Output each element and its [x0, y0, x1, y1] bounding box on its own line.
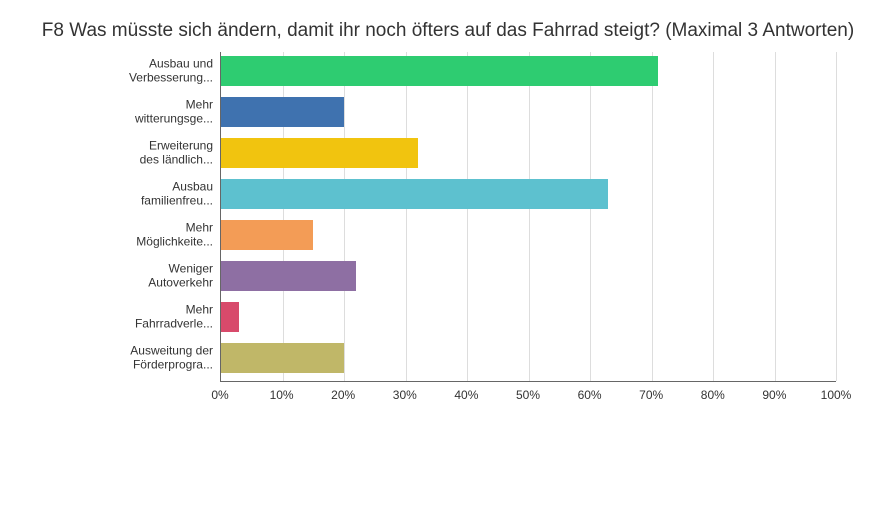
y-axis-label: MehrFahrradverle... — [11, 302, 221, 331]
bar-row — [221, 261, 356, 291]
grid-line — [775, 52, 776, 381]
bar-row — [221, 179, 608, 209]
bar-row — [221, 302, 239, 332]
x-axis-tick: 60% — [578, 388, 602, 402]
bar-row — [221, 220, 313, 250]
grid-line — [836, 52, 837, 381]
grid-line — [652, 52, 653, 381]
chart-title: F8 Was müsste sich ändern, damit ihr noc… — [0, 0, 896, 52]
bar-row — [221, 138, 418, 168]
x-axis-tick: 100% — [821, 388, 852, 402]
bar — [221, 302, 239, 332]
x-axis-tick: 30% — [393, 388, 417, 402]
x-axis-tick: 40% — [454, 388, 478, 402]
bar — [221, 261, 356, 291]
x-axis-tick: 50% — [516, 388, 540, 402]
x-axis-tick: 90% — [762, 388, 786, 402]
chart-area: Ausbau undVerbesserung...Mehrwitterungsg… — [220, 52, 836, 432]
bar-row — [221, 97, 344, 127]
x-axis-tick: 10% — [270, 388, 294, 402]
x-axis-tick: 70% — [639, 388, 663, 402]
y-axis-label: MehrMöglichkeite... — [11, 220, 221, 249]
grid-line — [713, 52, 714, 381]
bar — [221, 343, 344, 373]
y-axis-label: Erweiterungdes ländlich... — [11, 138, 221, 167]
grid-line — [406, 52, 407, 381]
y-axis-label: Ausbaufamilienfreu... — [11, 179, 221, 208]
y-axis-label: Ausweitung derFörderprogra... — [11, 343, 221, 372]
bar — [221, 179, 608, 209]
x-axis-tick: 20% — [331, 388, 355, 402]
grid-line — [467, 52, 468, 381]
bar — [221, 97, 344, 127]
y-axis-label: Mehrwitterungsge... — [11, 97, 221, 126]
bar — [221, 138, 418, 168]
x-axis-labels: 0%10%20%30%40%50%60%70%80%90%100% — [220, 388, 836, 408]
grid-line — [529, 52, 530, 381]
bar-row — [221, 343, 344, 373]
x-axis-tick: 80% — [701, 388, 725, 402]
bar — [221, 220, 313, 250]
plot-region: Ausbau undVerbesserung...Mehrwitterungsg… — [220, 52, 836, 382]
bar-row — [221, 56, 658, 86]
y-axis-label: Ausbau undVerbesserung... — [11, 56, 221, 85]
x-axis-tick: 0% — [211, 388, 228, 402]
grid-line — [590, 52, 591, 381]
grid-line — [344, 52, 345, 381]
y-axis-label: WenigerAutoverkehr — [11, 261, 221, 290]
bar — [221, 56, 658, 86]
